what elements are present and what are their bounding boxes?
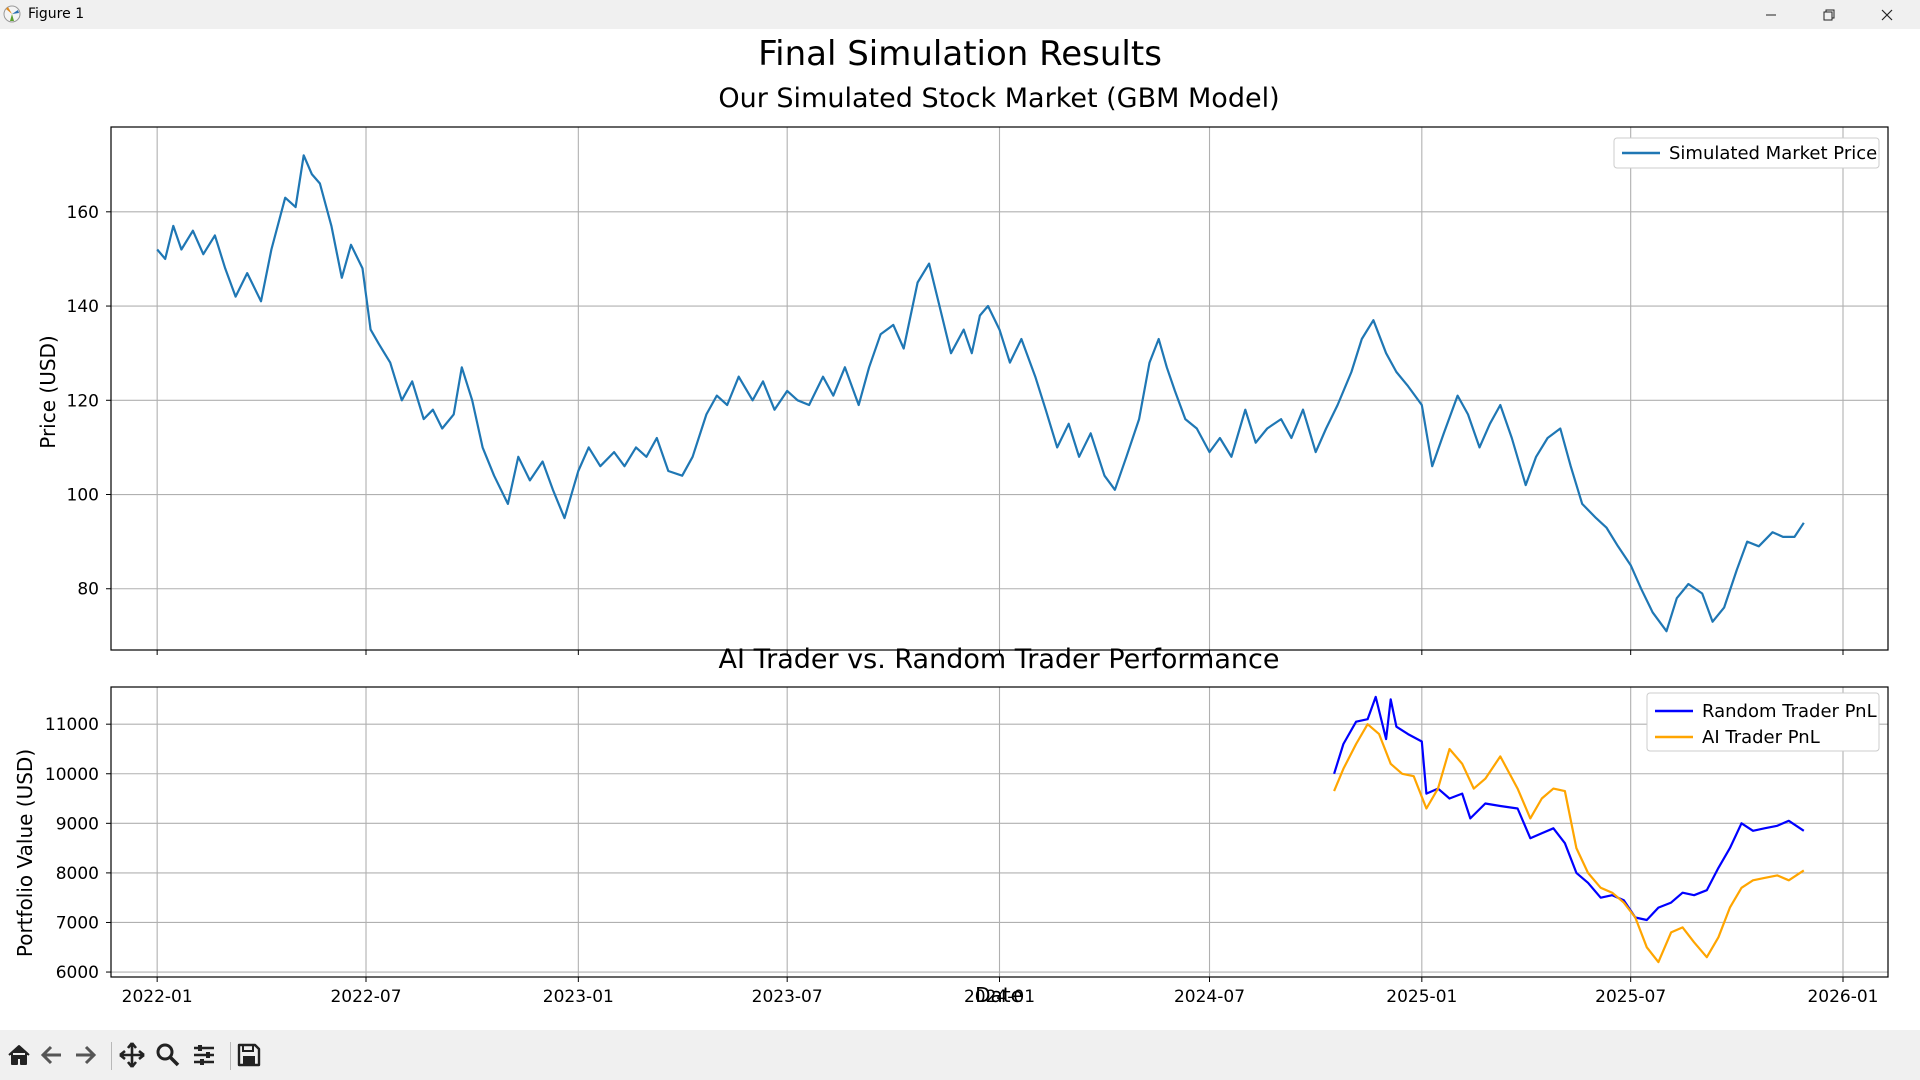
y-tick-label: 11000 <box>45 715 99 735</box>
zoom-button[interactable] <box>153 1040 183 1070</box>
y-tick-label: 8000 <box>56 864 99 884</box>
price-chart-legend: Simulated Market Price <box>1613 137 1880 169</box>
toolbar-separator <box>111 1042 112 1070</box>
toolbar-separator <box>230 1042 231 1070</box>
back-button[interactable] <box>37 1040 67 1070</box>
matplotlib-logo-icon <box>3 5 21 23</box>
x-tick-label: 2022-01 <box>122 987 193 1007</box>
y-tick-label: 140 <box>67 297 99 317</box>
price-chart-series <box>156 154 1805 633</box>
pnl-chart-ticks: 2022-01 2022-07 2023-01 2023-07 2024-01 2024-… <box>45 715 1879 1007</box>
zoom-magnifier-icon <box>156 1043 180 1067</box>
configure-subplots-icon <box>194 1045 214 1065</box>
price-chart-grid <box>111 127 1888 650</box>
series-line-random-trader-pnl <box>1333 695 1805 922</box>
configure-subplots-button[interactable] <box>189 1040 219 1070</box>
price-chart-legend-box <box>1613 137 1880 169</box>
pnl-chart-title: AI Trader vs. Random Trader Performance <box>719 644 1280 675</box>
y-tick-label: 10000 <box>45 765 99 785</box>
navigation-toolbar <box>0 1030 1920 1080</box>
figure-suptitle: Final Simulation Results <box>758 34 1162 74</box>
window-titlebar: Figure 1 <box>0 0 1920 29</box>
y-tick-label: 100 <box>67 486 99 506</box>
pnl-chart-legend: Random Trader PnL AI Trader PnL <box>1646 692 1880 752</box>
back-arrow-icon <box>40 1045 61 1065</box>
pan-move-icon <box>119 1042 145 1068</box>
save-button[interactable] <box>234 1040 264 1070</box>
y-tick-label: 80 <box>77 580 99 600</box>
close-button[interactable] <box>1858 0 1916 29</box>
y-tick-label: 6000 <box>56 963 99 983</box>
series-line-ai-trader-pnl <box>1333 723 1805 964</box>
restore-button[interactable] <box>1800 0 1858 29</box>
price-chart-title: Our Simulated Stock Market (GBM Model) <box>718 83 1279 114</box>
y-tick-label: 120 <box>67 391 99 411</box>
x-tick-label: 2022-07 <box>330 987 401 1007</box>
pan-button[interactable] <box>117 1040 147 1070</box>
minimize-button[interactable] <box>1742 0 1800 29</box>
price-chart-ticks: 80 100 120 140 160 <box>67 203 1844 655</box>
home-button[interactable] <box>4 1040 34 1070</box>
pnl-chart-xlabel: Date <box>975 983 1023 1007</box>
x-tick-label: 2025-01 <box>1386 987 1457 1007</box>
legend-label-random: Random Trader PnL <box>1702 701 1877 722</box>
close-icon <box>1881 9 1893 20</box>
x-tick-label: 2023-01 <box>543 987 614 1007</box>
x-tick-label: 2023-07 <box>752 987 823 1007</box>
save-disk-icon <box>237 1043 261 1067</box>
pnl-chart-ylabel: Portfolio Value (USD) <box>13 749 37 957</box>
y-tick-label: 9000 <box>56 814 99 834</box>
x-tick-label: 2024-01 <box>964 987 1035 1007</box>
y-tick-label: 7000 <box>56 913 99 933</box>
x-tick-label: 2024-07 <box>1174 987 1245 1007</box>
price-chart: Our Simulated Stock Market (GBM Model) P… <box>36 83 1889 655</box>
forward-button[interactable] <box>70 1040 100 1070</box>
figure-canvas[interactable]: Final Simulation Results Our Simulated S… <box>0 29 1920 1030</box>
pnl-chart-grid <box>111 687 1888 977</box>
pnl-chart-legend-box <box>1646 692 1880 752</box>
home-icon <box>8 1045 30 1065</box>
legend-label-ai: AI Trader PnL <box>1702 727 1820 748</box>
x-tick-label: 2025-07 <box>1595 987 1666 1007</box>
forward-arrow-icon <box>76 1045 97 1065</box>
legend-label-price: Simulated Market Price <box>1669 143 1877 164</box>
restore-icon <box>1823 9 1835 20</box>
series-line-simulated-market-price <box>156 154 1805 633</box>
x-tick-label: 2026-01 <box>1807 987 1878 1007</box>
pnl-chart: AI Trader vs. Random Trader Performance … <box>13 644 1889 1007</box>
y-tick-label: 160 <box>67 203 99 223</box>
pnl-chart-series <box>1333 695 1805 964</box>
price-chart-ylabel: Price (USD) <box>36 335 60 449</box>
window-title: Figure 1 <box>28 6 85 22</box>
minimize-icon <box>1766 14 1776 15</box>
